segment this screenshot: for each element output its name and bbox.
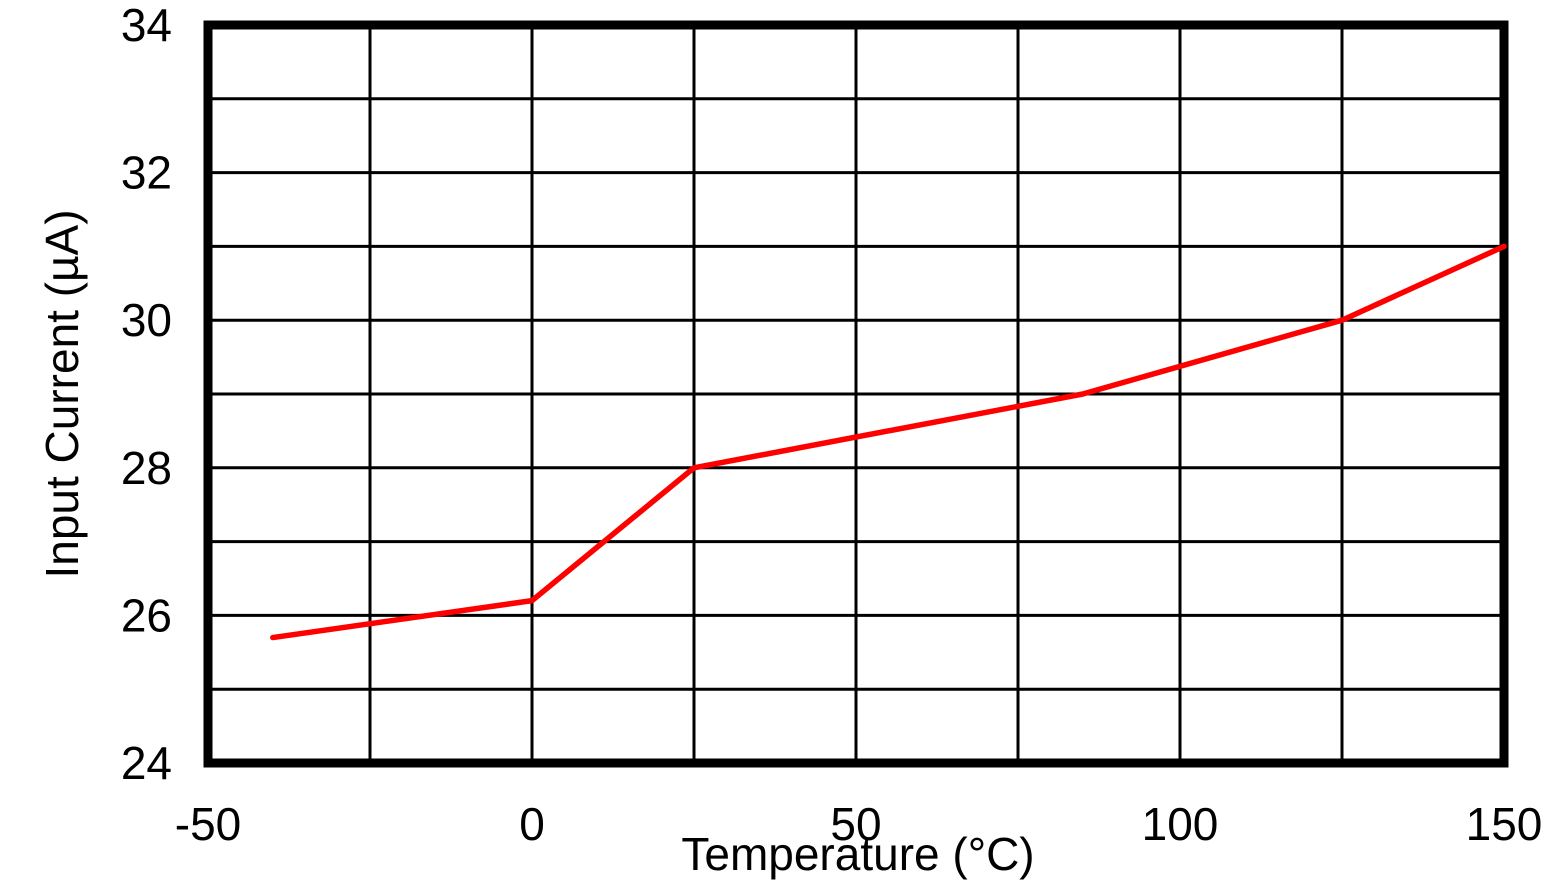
y-tick-label: 28 [121, 442, 172, 494]
y-axis-title: Input Current (µA) [36, 209, 88, 578]
gridlines [206, 23, 1506, 765]
x-axis-title: Temperature (°C) [681, 828, 1034, 880]
x-tick-label: -50 [175, 798, 241, 850]
x-tick-label: 0 [519, 798, 545, 850]
y-tick-label: 30 [121, 294, 172, 346]
x-tick-label: 50 [830, 798, 881, 850]
y-axis-tick-labels: 24 26 28 30 32 34 [121, 0, 172, 789]
series-lines [270, 243, 1507, 641]
plot-frame [203, 20, 1509, 768]
x-tick-label: 100 [1142, 798, 1219, 850]
series-line-input-current-vs-temperature [270, 243, 1507, 641]
y-tick-label: 24 [121, 737, 172, 789]
y-tick-label: 32 [121, 147, 172, 199]
x-tick-label: 150 [1466, 798, 1543, 850]
y-tick-label: 34 [121, 0, 172, 51]
y-tick-label: 26 [121, 589, 172, 641]
x-axis-tick-labels: -50 0 50 100 150 [175, 798, 1543, 850]
